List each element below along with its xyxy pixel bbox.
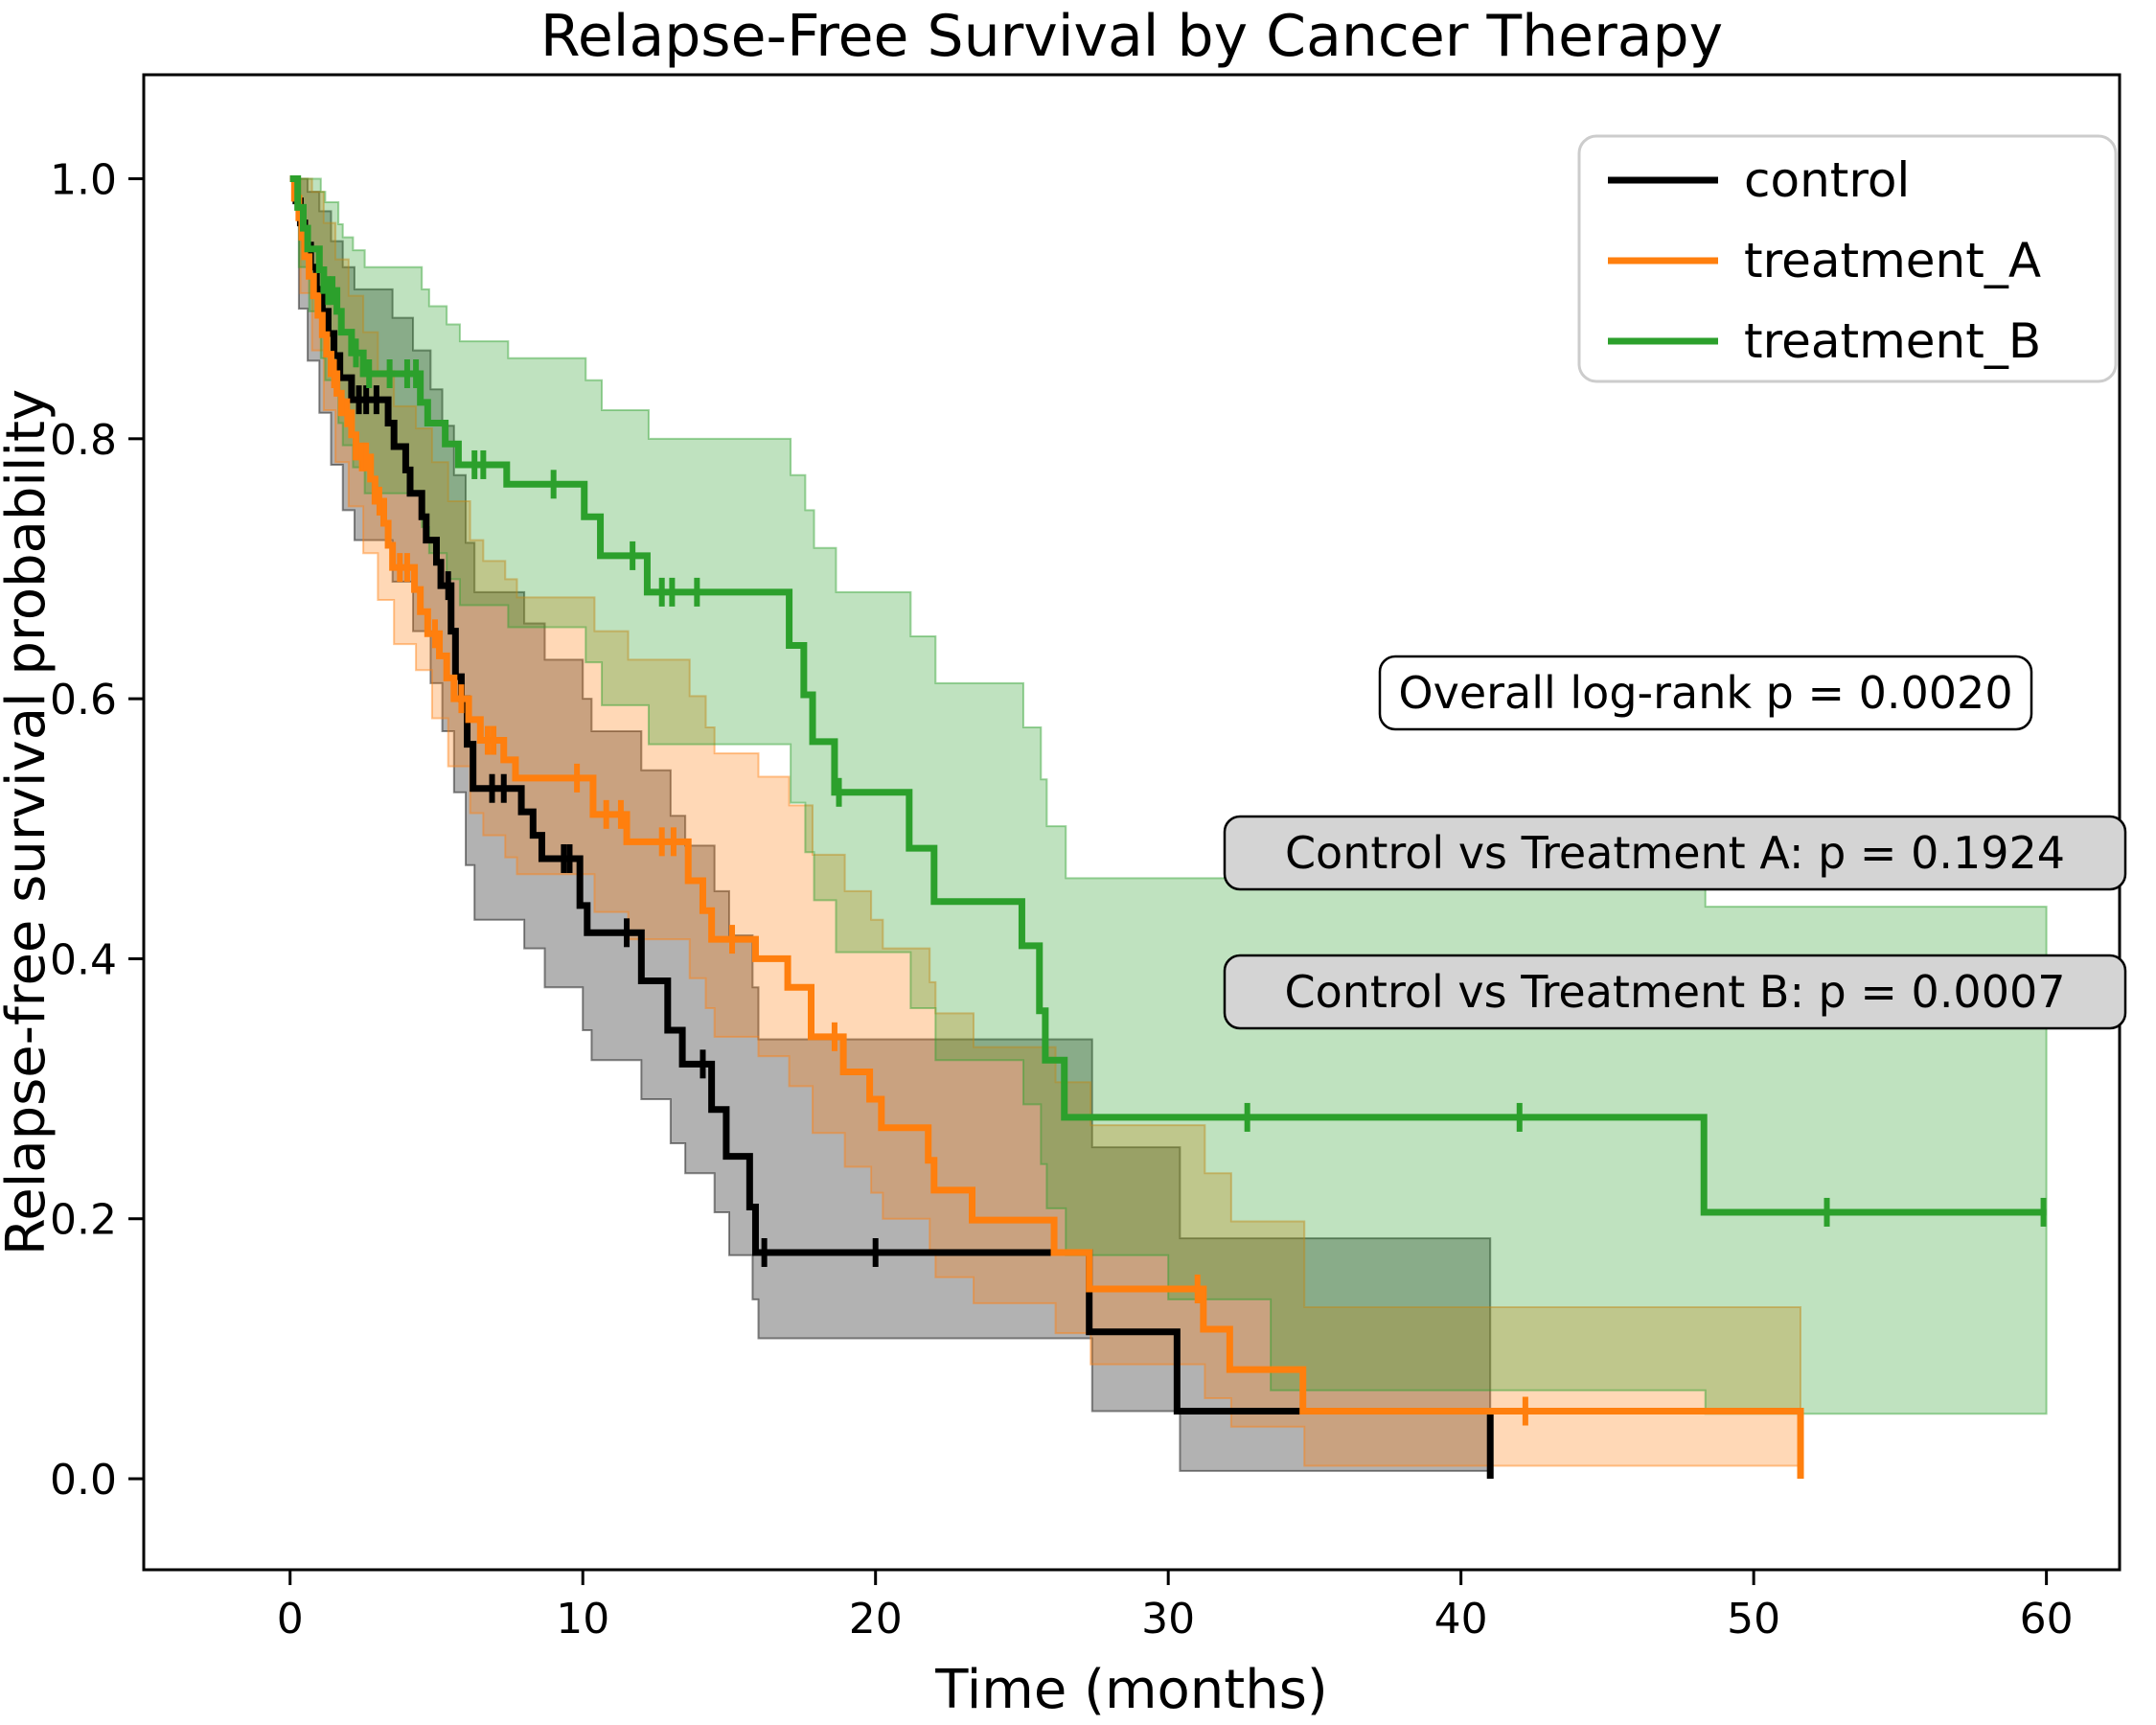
y-tick-label: 0.6 (50, 676, 117, 724)
legend-label-treatment_B: treatment_B (1744, 313, 2041, 369)
legend: control treatment_A treatment_B (1577, 134, 2118, 383)
survival-curves (289, 175, 2047, 1480)
annotation-text-0: Overall log-rank p = 0.0020 (1398, 667, 2012, 719)
y-tick-label: 1.0 (50, 156, 117, 205)
km-curve-treatment_B (289, 175, 2047, 1216)
annotation-box-2 (1223, 954, 2127, 1030)
x-tick-label: 10 (556, 1595, 609, 1644)
annotation-text-1: Control vs Treatment A: p = 0.1924 (1285, 827, 2065, 879)
y-tick-label: 0.0 (50, 1456, 117, 1505)
tick-labels: 0 10 20 30 40 50 60 0.0 0.2 0.4 0.6 0.8 1.0 (50, 156, 2074, 1644)
x-tick-label: 40 (1434, 1595, 1488, 1644)
legend-box (1577, 134, 2118, 383)
y-tick-label: 0.2 (50, 1196, 117, 1245)
x-axis-label: Time (months) (934, 1659, 1327, 1721)
km-curve-control (289, 175, 1494, 1480)
y-tick-label: 0.8 (50, 416, 117, 465)
y-axis-label: Relapse-free survival probability (0, 389, 57, 1255)
x-tick-label: 20 (849, 1595, 903, 1644)
chart-title: Relapse-Free Survival by Cancer Therapy (540, 3, 1723, 70)
legend-label-control: control (1744, 152, 1910, 208)
annotation-box-1 (1223, 815, 2127, 891)
y-tick-label: 0.4 (50, 935, 117, 984)
x-tick-label: 30 (1141, 1595, 1195, 1644)
annotation-box-0 (1378, 655, 2033, 731)
legend-label-treatment_A: treatment_A (1744, 233, 2041, 288)
annotation-text-2: Control vs Treatment B: p = 0.0007 (1284, 966, 2065, 1018)
x-tick-label: 60 (2020, 1595, 2074, 1644)
x-tick-label: 50 (1727, 1595, 1780, 1644)
censor-marks (325, 276, 2047, 1426)
km-curve-treatment_A (289, 175, 1804, 1480)
annotation-boxes: Overall log-rank p = 0.0020 Control vs Tr… (1223, 655, 2127, 1030)
x-tick-label: 0 (277, 1595, 304, 1644)
